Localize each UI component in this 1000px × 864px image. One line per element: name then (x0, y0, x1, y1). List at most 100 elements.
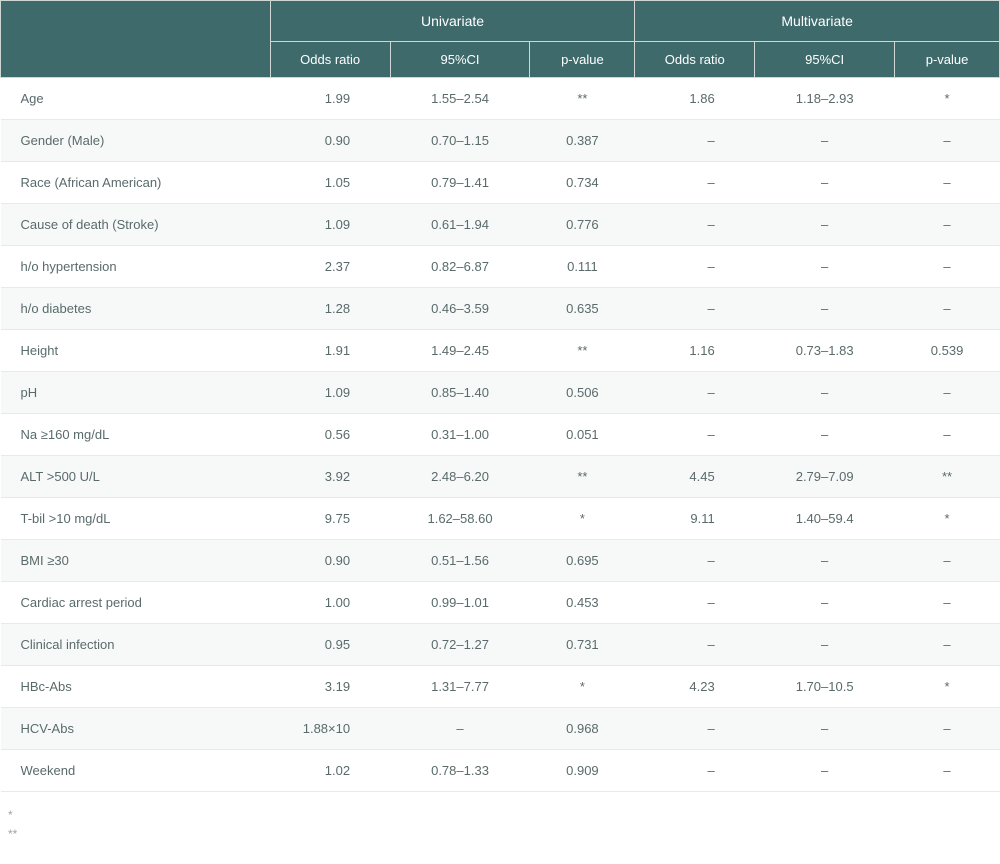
cell-u-ci: 1.55–2.54 (390, 78, 530, 120)
table-row: BMI ≥300.900.51–1.560.695––– (1, 540, 1000, 582)
cell-u-ci: 2.48–6.20 (390, 456, 530, 498)
cell-u-p: 0.111 (530, 246, 635, 288)
cell-u-ci: 0.70–1.15 (390, 120, 530, 162)
header-p-1: p-value (530, 42, 635, 78)
table-header: Univariate Multivariate Odds ratio 95%CI… (1, 1, 1000, 78)
cell-u-or: 0.90 (270, 540, 390, 582)
cell-u-ci: 0.85–1.40 (390, 372, 530, 414)
cell-m-or: 4.23 (635, 666, 755, 708)
row-label: Clinical infection (1, 624, 271, 666)
cell-u-ci: 0.51–1.56 (390, 540, 530, 582)
cell-m-ci: 0.73–1.83 (755, 330, 895, 372)
cell-m-ci: – (755, 624, 895, 666)
row-label: Cardiac arrest period (1, 582, 271, 624)
row-label: HCV-Abs (1, 708, 271, 750)
table-row: Weekend1.020.78–1.330.909––– (1, 750, 1000, 792)
cell-m-ci: – (755, 414, 895, 456)
cell-m-ci: – (755, 162, 895, 204)
row-label: Cause of death (Stroke) (1, 204, 271, 246)
cell-u-or: 1.09 (270, 204, 390, 246)
cell-m-or: – (635, 750, 755, 792)
header-group-multivariate: Multivariate (635, 1, 1000, 42)
cell-u-p: 0.453 (530, 582, 635, 624)
cell-m-ci: – (755, 204, 895, 246)
cell-m-ci: – (755, 246, 895, 288)
cell-m-p: * (895, 78, 1000, 120)
table-row: pH1.090.85–1.400.506––– (1, 372, 1000, 414)
cell-m-ci: 1.18–2.93 (755, 78, 895, 120)
cell-m-p: – (895, 750, 1000, 792)
table-row: ALT >500 U/L3.922.48–6.20**4.452.79–7.09… (1, 456, 1000, 498)
cell-m-or: 1.86 (635, 78, 755, 120)
cell-u-p: 0.695 (530, 540, 635, 582)
cell-u-p: 0.909 (530, 750, 635, 792)
row-label: T-bil >10 mg/dL (1, 498, 271, 540)
cell-u-p: 0.776 (530, 204, 635, 246)
cell-u-p: 0.506 (530, 372, 635, 414)
cell-u-ci: 0.61–1.94 (390, 204, 530, 246)
table-row: h/o hypertension2.370.82–6.870.111––– (1, 246, 1000, 288)
cell-u-ci: 0.72–1.27 (390, 624, 530, 666)
table-row: Age1.991.55–2.54**1.861.18–2.93* (1, 78, 1000, 120)
header-group-univariate: Univariate (270, 1, 635, 42)
cell-m-or: 1.16 (635, 330, 755, 372)
cell-u-p: 0.387 (530, 120, 635, 162)
table-row: Clinical infection0.950.72–1.270.731––– (1, 624, 1000, 666)
cell-u-p: 0.734 (530, 162, 635, 204)
cell-u-p: * (530, 498, 635, 540)
row-label: Gender (Male) (1, 120, 271, 162)
cell-m-p: * (895, 498, 1000, 540)
header-ci-2: 95%CI (755, 42, 895, 78)
cell-m-or: – (635, 372, 755, 414)
row-label: Height (1, 330, 271, 372)
cell-m-or: 4.45 (635, 456, 755, 498)
cell-m-ci: 2.79–7.09 (755, 456, 895, 498)
row-label: Weekend (1, 750, 271, 792)
cell-m-p: ** (895, 456, 1000, 498)
cell-u-ci: 0.78–1.33 (390, 750, 530, 792)
cell-m-or: – (635, 624, 755, 666)
cell-m-or: – (635, 582, 755, 624)
header-or-2: Odds ratio (635, 42, 755, 78)
cell-m-ci: – (755, 120, 895, 162)
cell-m-p: – (895, 582, 1000, 624)
cell-u-ci: 0.31–1.00 (390, 414, 530, 456)
cell-m-ci: – (755, 750, 895, 792)
cell-m-p: – (895, 624, 1000, 666)
row-label: pH (1, 372, 271, 414)
cell-m-or: – (635, 708, 755, 750)
row-label: Race (African American) (1, 162, 271, 204)
cell-m-p: – (895, 414, 1000, 456)
header-blank (1, 1, 271, 78)
cell-u-ci: 0.46–3.59 (390, 288, 530, 330)
cell-u-or: 1.99 (270, 78, 390, 120)
table-row: Cardiac arrest period1.000.99–1.010.453–… (1, 582, 1000, 624)
cell-u-or: 1.88×10 (270, 708, 390, 750)
cell-m-p: – (895, 120, 1000, 162)
cell-u-or: 2.37 (270, 246, 390, 288)
cell-u-or: 1.00 (270, 582, 390, 624)
table-row: Race (African American)1.050.79–1.410.73… (1, 162, 1000, 204)
cell-u-p: ** (530, 78, 635, 120)
header-p-2: p-value (895, 42, 1000, 78)
table-row: Height1.911.49–2.45**1.160.73–1.830.539 (1, 330, 1000, 372)
cell-m-or: – (635, 204, 755, 246)
cell-u-or: 1.09 (270, 372, 390, 414)
cell-u-or: 1.91 (270, 330, 390, 372)
footnote-2: ** (8, 825, 992, 844)
table-row: HBc-Abs3.191.31–7.77*4.231.70–10.5* (1, 666, 1000, 708)
cell-m-or: – (635, 120, 755, 162)
footnotes: * ** (0, 792, 1000, 864)
cell-u-p: * (530, 666, 635, 708)
cell-m-or: – (635, 162, 755, 204)
cell-m-or: – (635, 288, 755, 330)
cell-u-ci: 0.79–1.41 (390, 162, 530, 204)
row-label: h/o hypertension (1, 246, 271, 288)
cell-u-ci: 1.62–58.60 (390, 498, 530, 540)
cell-u-p: 0.051 (530, 414, 635, 456)
cell-m-ci: – (755, 372, 895, 414)
cell-u-or: 3.92 (270, 456, 390, 498)
cell-m-ci: – (755, 582, 895, 624)
cell-m-or: – (635, 246, 755, 288)
cell-m-p: – (895, 372, 1000, 414)
